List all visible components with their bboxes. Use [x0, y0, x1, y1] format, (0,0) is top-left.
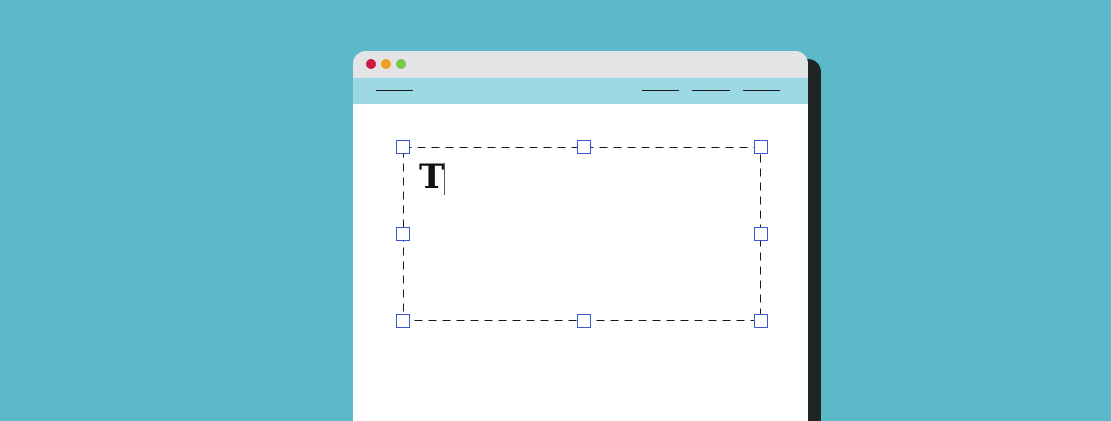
- resize-handle-top-center[interactable]: [577, 140, 591, 154]
- resize-handle-middle-left[interactable]: [396, 227, 410, 241]
- nav-link-placeholder-1[interactable]: [642, 90, 679, 91]
- text-content[interactable]: T: [419, 157, 445, 197]
- title-bar: [353, 51, 808, 78]
- resize-handle-top-left[interactable]: [396, 140, 410, 154]
- nav-bar: [353, 78, 808, 104]
- selection-frame: [403, 147, 761, 321]
- resize-handle-bottom-left[interactable]: [396, 314, 410, 328]
- page-content: [353, 104, 808, 421]
- nav-link-placeholder-3[interactable]: [743, 90, 780, 91]
- resize-handle-bottom-center[interactable]: [577, 314, 591, 328]
- resize-handle-bottom-right[interactable]: [754, 314, 768, 328]
- resize-handle-middle-right[interactable]: [754, 227, 768, 241]
- text-box-selection[interactable]: [403, 147, 761, 321]
- resize-handle-top-right[interactable]: [754, 140, 768, 154]
- nav-link-placeholder-2[interactable]: [692, 90, 730, 91]
- nav-logo-placeholder[interactable]: [376, 90, 413, 91]
- minimize-dot-icon[interactable]: [381, 59, 391, 69]
- text-cursor: [444, 163, 445, 195]
- browser-window: [353, 51, 808, 421]
- close-dot-icon[interactable]: [366, 59, 376, 69]
- maximize-dot-icon[interactable]: [396, 59, 406, 69]
